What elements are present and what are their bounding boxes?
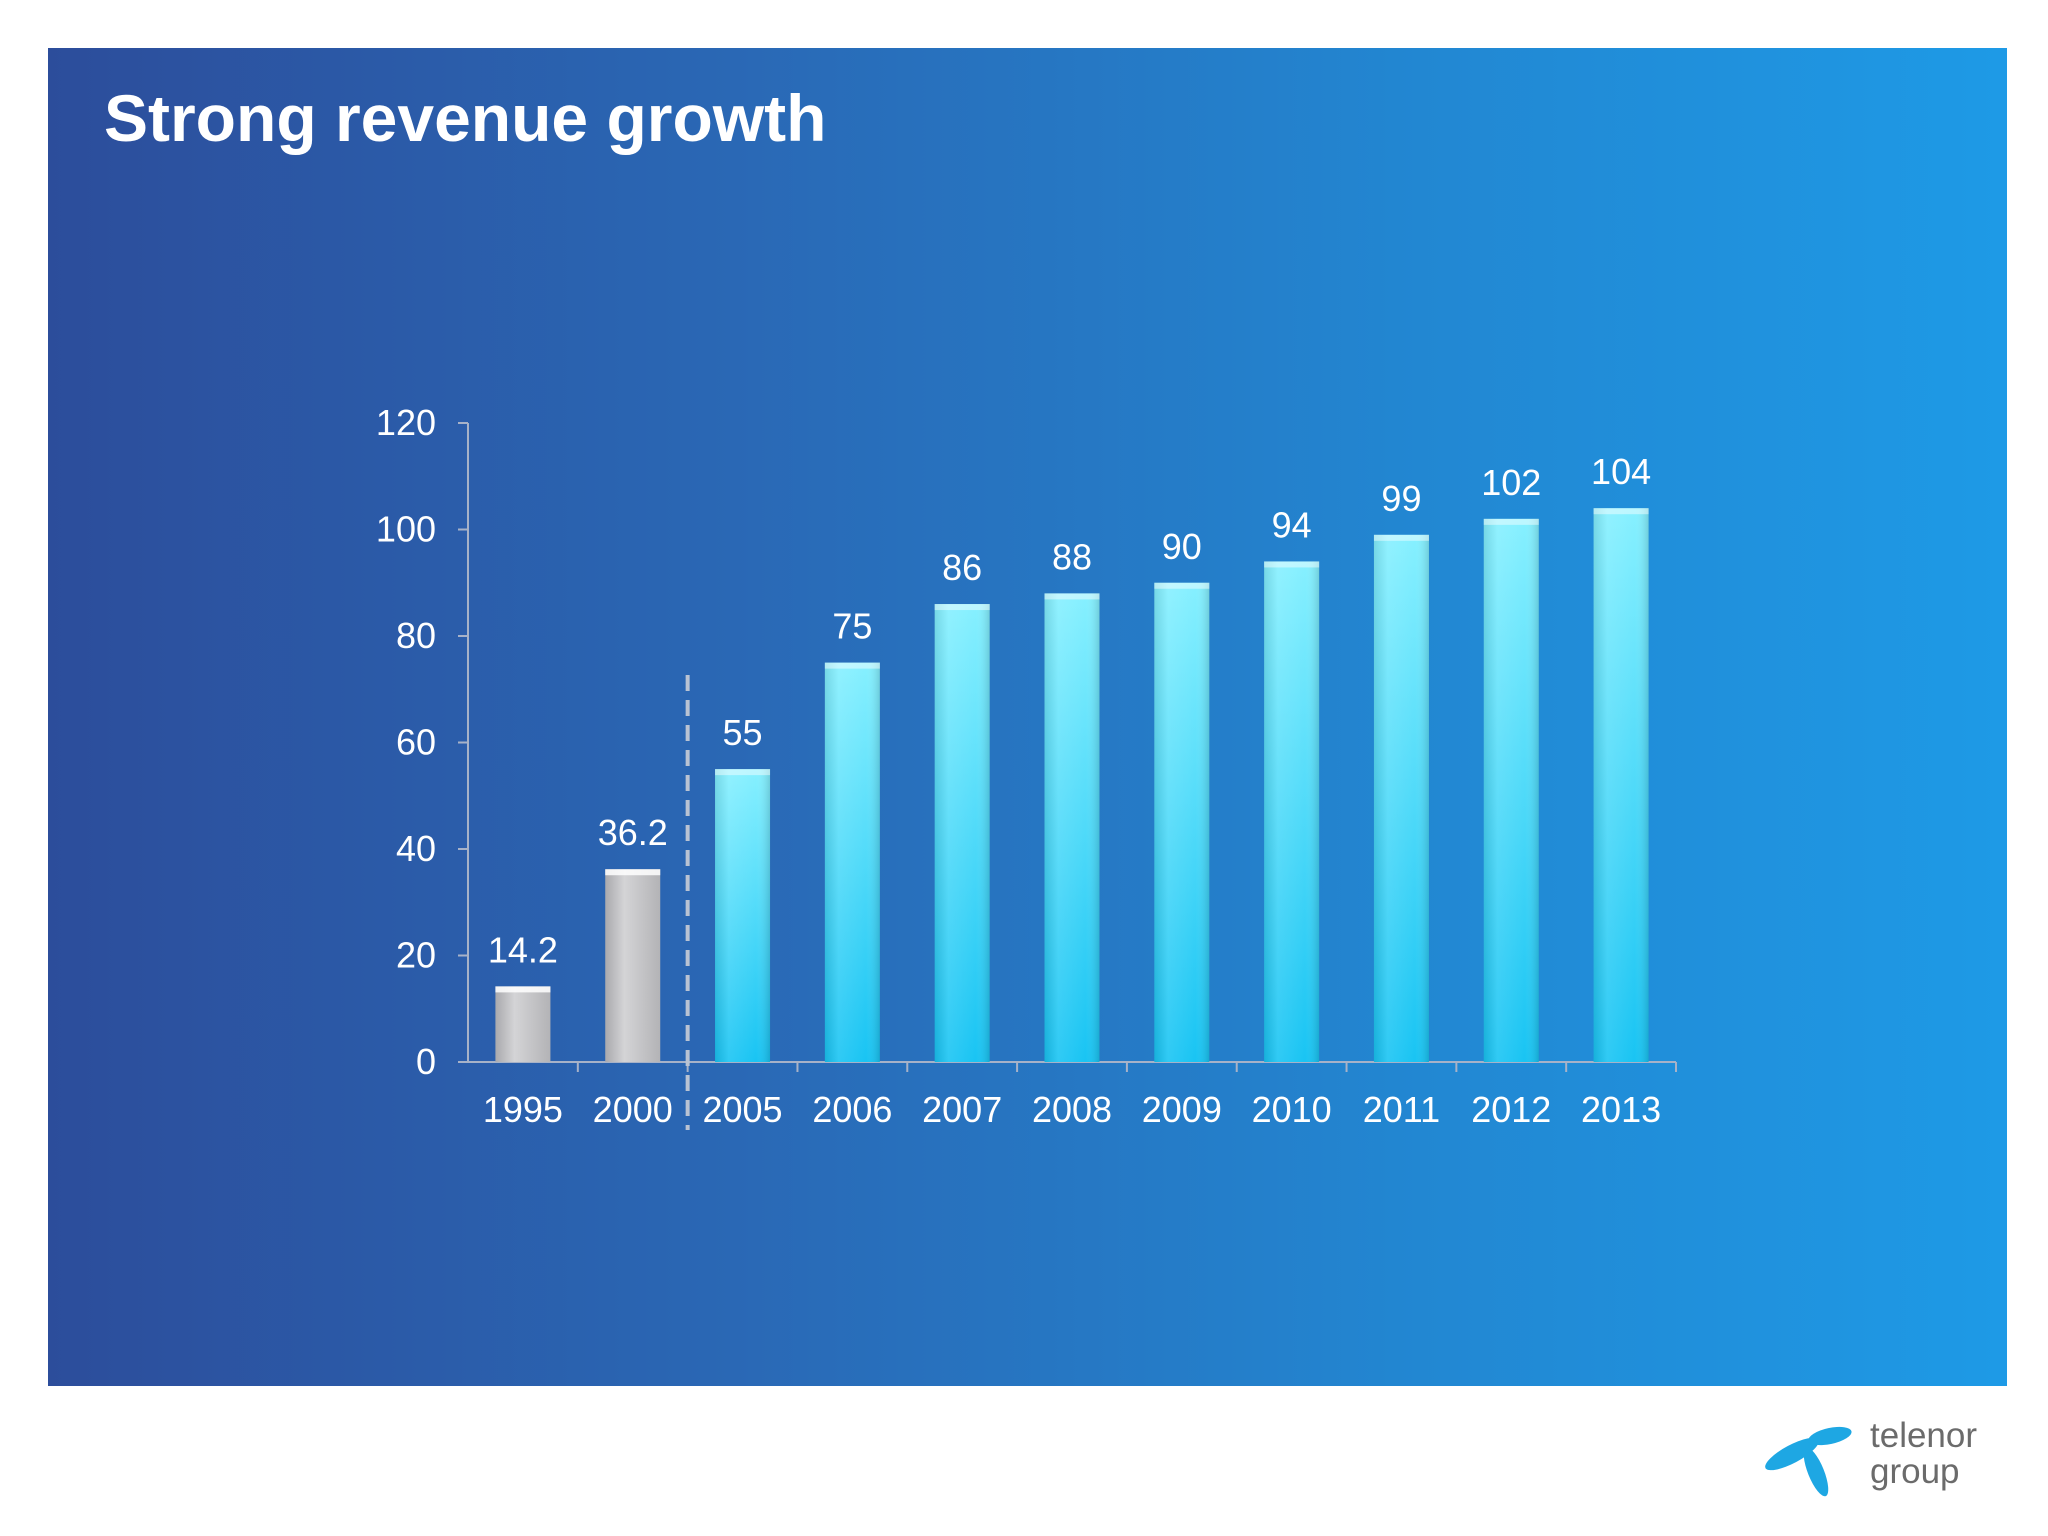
bar-cap-2012 [1483,518,1539,525]
x-tick-label-2006: 2006 [812,1089,892,1130]
bar-shading-2013 [1593,508,1649,1062]
y-tick-label: 60 [396,722,436,763]
logo-line-telenor: telenor [1870,1416,1978,1455]
x-tick-label-2009: 2009 [1142,1089,1222,1130]
x-tick-label-2008: 2008 [1032,1089,1112,1130]
x-tick-label-2005: 2005 [702,1089,782,1130]
bar-cap-2011 [1373,534,1429,541]
y-tick-label: 20 [396,935,436,976]
bar-cap-1995 [495,986,551,993]
x-tick-label-1995: 1995 [483,1089,563,1130]
bar-cap-2013 [1593,508,1649,515]
y-tick-label: 120 [376,402,436,443]
data-label-2008: 88 [1052,536,1092,577]
data-label-2010: 94 [1272,504,1312,545]
bar-2000 [605,869,661,1062]
data-label-2013: 104 [1591,451,1651,492]
slide-background: Strong revenue growth 0 20 40 60 80 100 120 14.… [48,48,2007,1386]
y-tick-label: 0 [416,1041,436,1082]
x-tick-label-2012: 2012 [1471,1089,1551,1130]
x-tick-label-2013: 2013 [1581,1089,1661,1130]
bar-cap-2010 [1264,561,1320,568]
bar-cap-2006 [824,662,880,669]
bar-shading-2005 [715,769,771,1062]
logo-line-group: group [1870,1452,1960,1491]
data-label-1995: 14.2 [488,929,558,970]
bar-shading-2010 [1264,561,1320,1062]
bar-shading-2006 [824,662,880,1062]
y-tick-label: 40 [396,828,436,869]
bar-cap-2009 [1154,582,1210,589]
telenor-propeller-icon [1765,1426,1852,1497]
y-tick-label: 80 [396,615,436,656]
x-tick-label-2007: 2007 [922,1089,1002,1130]
x-tick-label-2011: 2011 [1363,1089,1440,1130]
bar-shading-2007 [934,604,990,1062]
data-label-2007: 86 [942,547,982,588]
telenor-group-logo: telenor group [1758,1412,1988,1502]
bar-shading-2011 [1373,534,1429,1062]
data-label-2012: 102 [1481,462,1541,503]
data-label-2009: 90 [1162,526,1202,567]
bar-1995 [495,986,551,1062]
bar-cap-2008 [1044,593,1100,600]
bar-shading-2012 [1483,518,1539,1062]
bar-cap-2000 [605,869,661,876]
data-label-2011: 99 [1381,478,1421,519]
x-tick-label-2000: 2000 [593,1089,673,1130]
revenue-bar-chart: 0 20 40 60 80 100 120 14.2 1995 36.2 2000 55 2005 75 2… [376,402,1677,1130]
bar-shading-2009 [1154,582,1210,1062]
bar-cap-2005 [715,769,771,776]
data-label-2000: 36.2 [598,812,668,853]
bar-shading-2008 [1044,593,1100,1062]
data-label-2005: 55 [723,712,763,753]
logo-wordmark: telenor group [1870,1418,1977,1490]
y-tick-label: 100 [376,509,436,550]
bar-cap-2007 [934,604,990,611]
x-tick-label-2010: 2010 [1252,1089,1332,1130]
data-label-2006: 75 [832,606,872,647]
slide-title: Strong revenue growth [104,81,827,155]
